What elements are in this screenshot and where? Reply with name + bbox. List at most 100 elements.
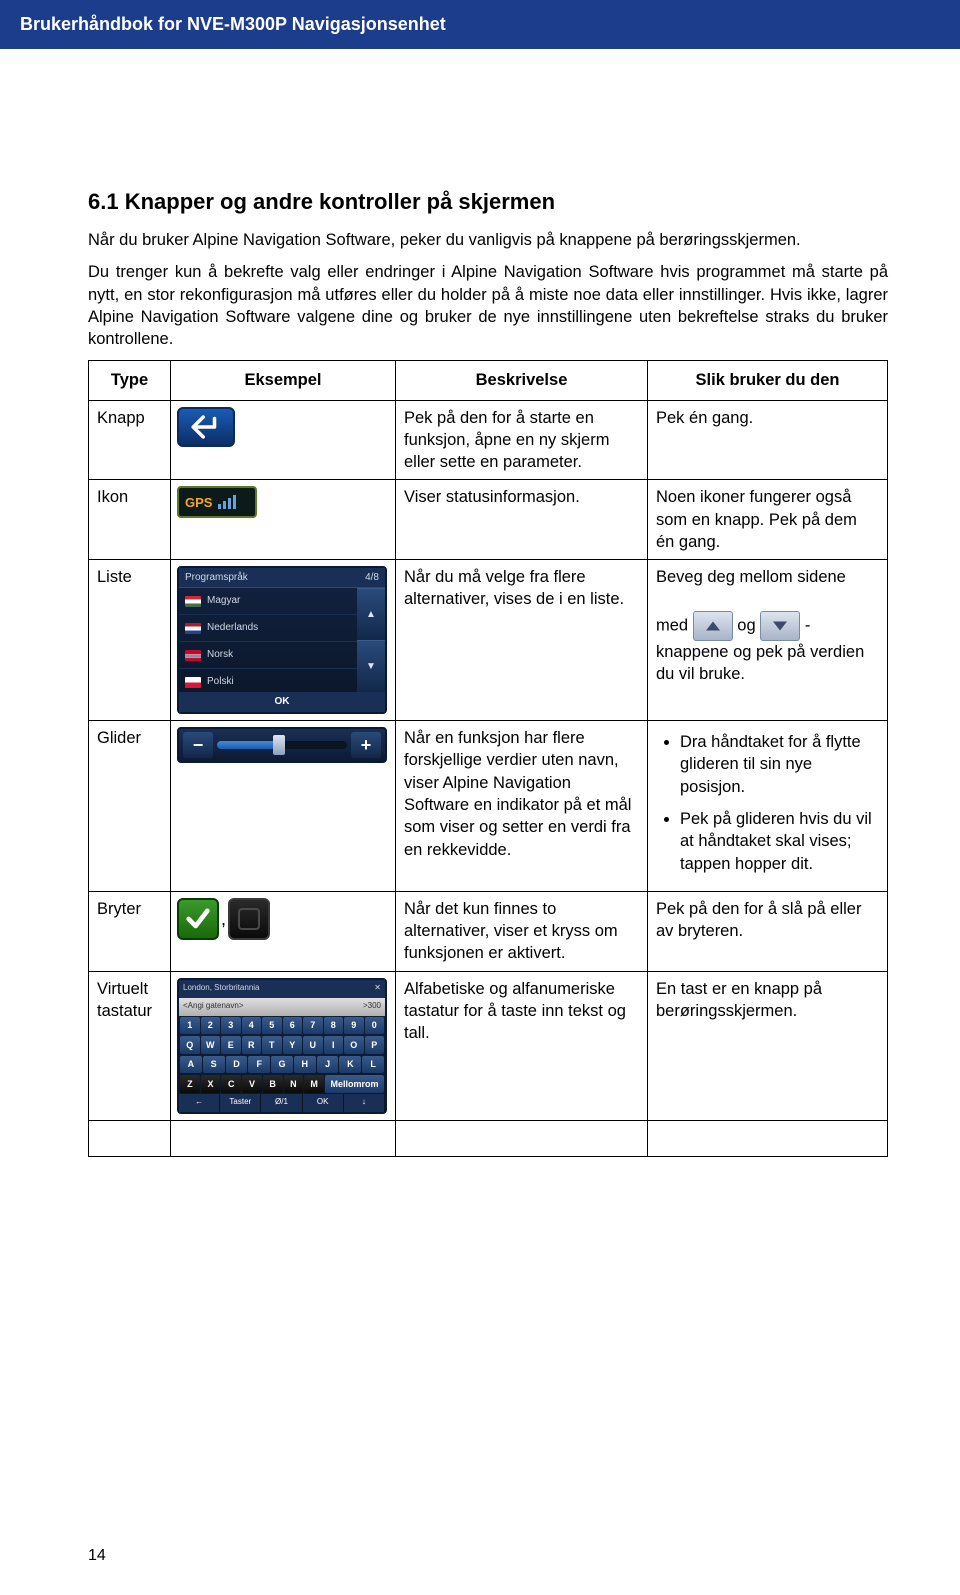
kbd-key[interactable]: Z bbox=[180, 1075, 200, 1093]
kbd-key[interactable]: C bbox=[221, 1075, 241, 1093]
scroll-down-button[interactable]: ▼ bbox=[357, 640, 385, 692]
list-header: Programspråk 4/8 bbox=[179, 568, 385, 588]
checkbox-off[interactable] bbox=[228, 898, 270, 940]
flag-icon bbox=[185, 650, 201, 661]
list-item[interactable]: Norsk bbox=[179, 642, 357, 669]
kbd-key[interactable]: Q bbox=[180, 1036, 200, 1054]
list-example[interactable]: Programspråk 4/8 Magyar Nederlands Norsk… bbox=[177, 566, 387, 714]
kbd-bottom-row: ← Taster Ø/1 OK ↓ bbox=[179, 1094, 385, 1112]
kbd-back-button[interactable]: ← bbox=[179, 1094, 220, 1112]
kbd-key[interactable]: X bbox=[201, 1075, 221, 1093]
table-row: Liste Programspråk 4/8 Magyar Nederlands… bbox=[89, 560, 888, 721]
kbd-row: 1234567890 bbox=[179, 1016, 385, 1036]
kbd-key[interactable]: R bbox=[242, 1036, 262, 1054]
kbd-key[interactable]: I bbox=[324, 1036, 344, 1054]
list-item-label: Nederlands bbox=[207, 621, 258, 635]
kbd-row: ZXCVBNMMellomrom bbox=[179, 1074, 385, 1094]
kbd-mode-button[interactable]: Taster bbox=[220, 1094, 261, 1112]
list-title: Programspråk bbox=[185, 571, 248, 585]
back-arrow-icon bbox=[189, 413, 223, 441]
flag-icon bbox=[185, 623, 201, 634]
kbd-key[interactable]: 5 bbox=[262, 1017, 282, 1035]
table-row: Glider − + Når en funksjon har flere for… bbox=[89, 721, 888, 892]
kbd-key[interactable]: 0 bbox=[365, 1017, 385, 1035]
kbd-hide-button[interactable]: ↓ bbox=[344, 1094, 385, 1112]
kbd-key[interactable]: D bbox=[226, 1056, 248, 1074]
kbd-numeric-button[interactable]: Ø/1 bbox=[261, 1094, 302, 1112]
row-type: Knapp bbox=[89, 400, 171, 480]
kbd-key[interactable]: 3 bbox=[221, 1017, 241, 1035]
table-header-row: Type Eksempel Beskrivelse Slik bruker du… bbox=[89, 361, 888, 400]
row-use: Noen ikoner fungerer også som en knapp. … bbox=[648, 480, 888, 560]
row-example: , bbox=[171, 891, 396, 971]
row-desc: Når det kun finnes to alternativer, vise… bbox=[396, 891, 648, 971]
kbd-key[interactable]: H bbox=[294, 1056, 316, 1074]
kbd-header: London, Storbritannia ✕ bbox=[179, 980, 385, 998]
kbd-input-field[interactable]: <Angi gatenavn> >300 bbox=[179, 998, 385, 1016]
back-button-example[interactable] bbox=[177, 407, 235, 447]
slider-track[interactable] bbox=[217, 741, 347, 749]
kbd-key[interactable]: 8 bbox=[324, 1017, 344, 1035]
kbd-key[interactable]: 1 bbox=[180, 1017, 200, 1035]
empty-cell bbox=[648, 1120, 888, 1156]
kbd-key[interactable]: O bbox=[344, 1036, 364, 1054]
signal-bars-icon bbox=[218, 495, 236, 509]
kbd-key[interactable]: 4 bbox=[242, 1017, 262, 1035]
kbd-key[interactable]: Y bbox=[283, 1036, 303, 1054]
row-type: Bryter bbox=[89, 891, 171, 971]
section-paragraph: Du trenger kun å bekrefte valg eller end… bbox=[88, 261, 888, 350]
kbd-key[interactable]: T bbox=[262, 1036, 282, 1054]
kbd-key[interactable]: F bbox=[248, 1056, 270, 1074]
kbd-key[interactable]: N bbox=[284, 1075, 304, 1093]
kbd-key[interactable]: 7 bbox=[303, 1017, 323, 1035]
kbd-key[interactable]: L bbox=[362, 1056, 384, 1074]
section-intro: Når du bruker Alpine Navigation Software… bbox=[88, 229, 888, 251]
gps-status-icon[interactable]: GPS bbox=[177, 486, 257, 518]
slider-example[interactable]: − + bbox=[177, 727, 387, 763]
keyboard-example[interactable]: London, Storbritannia ✕ <Angi gatenavn> … bbox=[177, 978, 387, 1114]
flag-icon bbox=[185, 677, 201, 688]
table-row: Bryter , Når det kun finnes to alternati… bbox=[89, 891, 888, 971]
kbd-key[interactable]: G bbox=[271, 1056, 293, 1074]
gps-label: GPS bbox=[185, 494, 212, 512]
kbd-key[interactable]: J bbox=[317, 1056, 339, 1074]
row-desc: Alfabetiske og alfanumeriske tastatur fo… bbox=[396, 971, 648, 1120]
kbd-row: QWERTYUIOP bbox=[179, 1035, 385, 1055]
kbd-space-key[interactable]: Mellomrom bbox=[325, 1075, 384, 1093]
header-bar: Brukerhåndbok for NVE-M300P Navigasjonse… bbox=[0, 0, 960, 49]
header-title: Brukerhåndbok for NVE-M300P Navigasjonse… bbox=[20, 14, 446, 34]
list-ok-button[interactable]: OK bbox=[179, 692, 385, 712]
slider-minus-button[interactable]: − bbox=[183, 732, 213, 758]
bullet-item: Dra håndtaket for å flytte glideren til … bbox=[680, 731, 879, 798]
kbd-key[interactable]: V bbox=[242, 1075, 262, 1093]
kbd-key[interactable]: 6 bbox=[283, 1017, 303, 1035]
table-row-empty bbox=[89, 1120, 888, 1156]
kbd-key[interactable]: B bbox=[263, 1075, 283, 1093]
kbd-ok-button[interactable]: OK bbox=[303, 1094, 344, 1112]
close-icon[interactable]: ✕ bbox=[374, 983, 381, 994]
kbd-key[interactable]: 9 bbox=[344, 1017, 364, 1035]
section-title: 6.1 Knapper og andre kontroller på skjer… bbox=[88, 189, 888, 215]
kbd-key[interactable]: P bbox=[365, 1036, 385, 1054]
kbd-key[interactable]: A bbox=[180, 1056, 202, 1074]
row-use: Dra håndtaket for å flytte glideren til … bbox=[648, 721, 888, 892]
row-example: London, Storbritannia ✕ <Angi gatenavn> … bbox=[171, 971, 396, 1120]
slider-plus-button[interactable]: + bbox=[351, 732, 381, 758]
list-item-label: Norsk bbox=[207, 648, 233, 662]
kbd-key[interactable]: E bbox=[221, 1036, 241, 1054]
kbd-key[interactable]: U bbox=[303, 1036, 323, 1054]
checkbox-on[interactable] bbox=[177, 898, 219, 940]
use-text: med bbox=[656, 616, 693, 634]
empty-cell bbox=[171, 1120, 396, 1156]
kbd-key[interactable]: M bbox=[304, 1075, 324, 1093]
list-item[interactable]: Nederlands bbox=[179, 615, 357, 642]
row-use: Beveg deg mellom sidene med og - knappen… bbox=[648, 560, 888, 721]
kbd-key[interactable]: 2 bbox=[201, 1017, 221, 1035]
scroll-up-button[interactable]: ▲ bbox=[357, 588, 385, 640]
list-item[interactable]: Magyar bbox=[179, 588, 357, 615]
kbd-key[interactable]: K bbox=[339, 1056, 361, 1074]
kbd-key[interactable]: W bbox=[201, 1036, 221, 1054]
row-use: Pek på den for å slå på eller av brytere… bbox=[648, 891, 888, 971]
kbd-key[interactable]: S bbox=[203, 1056, 225, 1074]
slider-knob[interactable] bbox=[273, 735, 285, 755]
